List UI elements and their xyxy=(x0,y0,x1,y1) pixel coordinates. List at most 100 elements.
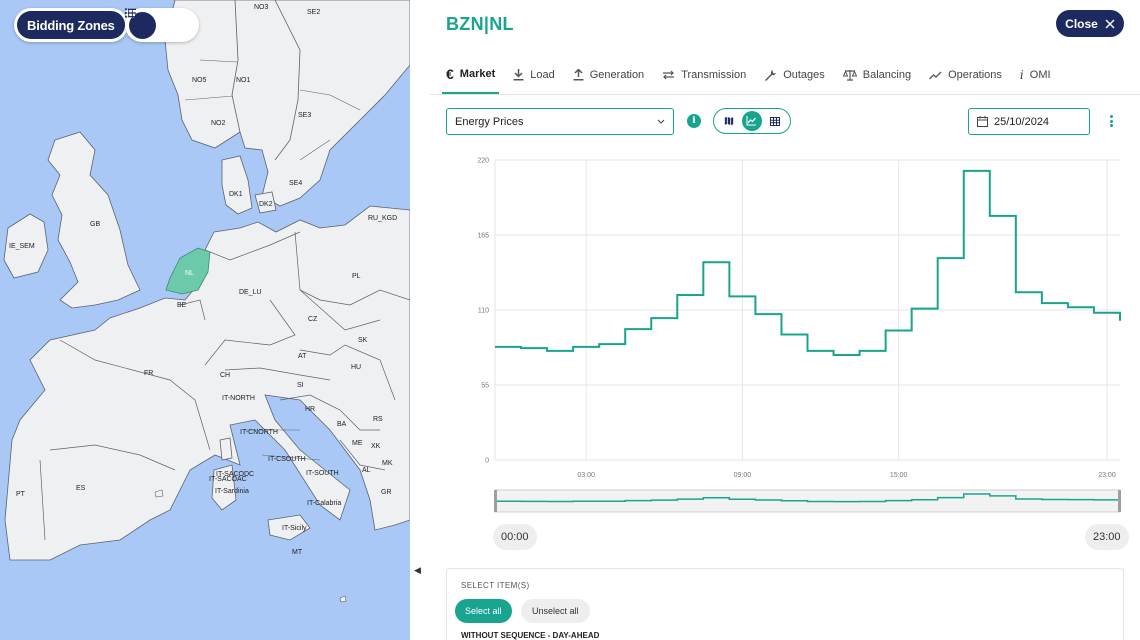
dataset-select[interactable]: Energy Prices xyxy=(446,108,674,135)
zone-label[interactable]: IT-CSOUTH xyxy=(268,456,306,463)
energy-price-chart[interactable]: 0 55 110 165 220 03:00 09:00 15:00 23:00 xyxy=(460,150,1125,520)
list-view-button[interactable] xyxy=(125,8,187,39)
zone-label-selected[interactable]: NL xyxy=(185,270,194,277)
start-time-chip[interactable]: 00:00 xyxy=(493,524,537,550)
map-icon xyxy=(725,116,734,126)
tab-divider xyxy=(430,94,1140,95)
trend-icon xyxy=(929,71,942,79)
tab-load[interactable]: Load xyxy=(509,60,558,90)
zone-label[interactable]: DK1 xyxy=(229,191,243,198)
map-view-button[interactable] xyxy=(719,111,739,131)
zone-label[interactable]: PT xyxy=(16,491,25,498)
x-tick-label: 15:00 xyxy=(890,472,908,479)
zone-label[interactable]: NO2 xyxy=(211,120,226,127)
panel-splitter[interactable] xyxy=(410,0,430,640)
navigator-right-handle xyxy=(1118,490,1121,512)
map-view-button[interactable] xyxy=(125,8,156,39)
bidding-zones-button[interactable]: Bidding Zones xyxy=(17,11,125,39)
tab-transmission[interactable]: Transmission xyxy=(658,60,750,90)
zone-label[interactable]: CH xyxy=(220,372,231,379)
tab-label: Load xyxy=(530,69,555,81)
bidding-zones-pill: Bidding Zones xyxy=(14,8,128,42)
download-icon xyxy=(513,69,524,81)
tab-label: Balancing xyxy=(862,69,912,81)
y-tick-label: 110 xyxy=(478,308,489,315)
zone-label[interactable]: IT-Sardinia xyxy=(215,488,249,495)
tab-omi[interactable]: i OMI xyxy=(1016,60,1055,90)
zone-label[interactable]: IT-SACOAC xyxy=(209,476,247,483)
zone-label[interactable]: CZ xyxy=(308,316,318,323)
zone-label[interactable]: AT xyxy=(298,353,307,360)
zone-label[interactable]: NO1 xyxy=(236,77,251,84)
zone-label[interactable]: IT-NORTH xyxy=(222,395,255,402)
zone-label[interactable]: RS xyxy=(373,416,383,423)
close-button[interactable]: Close xyxy=(1056,10,1124,37)
line-chart-icon xyxy=(746,116,757,126)
tab-market[interactable]: € Market xyxy=(442,60,500,94)
tab-generation[interactable]: Generation xyxy=(569,60,648,90)
swap-arrows-icon xyxy=(663,70,675,80)
tab-label: Outages xyxy=(783,69,825,81)
zone-label[interactable]: GR xyxy=(381,489,392,496)
zone-label[interactable]: BA xyxy=(337,421,347,428)
zone-label[interactable]: IT-Calabria xyxy=(307,500,342,507)
zone-label[interactable]: SE3 xyxy=(298,112,312,119)
info-icon[interactable]: i xyxy=(687,114,701,128)
date-picker[interactable]: 25/10/2024 xyxy=(968,108,1090,135)
zone-label[interactable]: FR xyxy=(144,370,154,377)
x-tick-label: 09:00 xyxy=(734,472,752,479)
select-all-button[interactable]: Select all xyxy=(455,599,512,623)
unselect-all-button[interactable]: Unselect all xyxy=(521,599,590,623)
zone-label[interactable]: HR xyxy=(305,406,316,413)
more-options-icon[interactable] xyxy=(1106,113,1116,129)
table-icon xyxy=(769,116,780,126)
tab-label: Transmission xyxy=(681,69,747,81)
euro-icon: € xyxy=(446,66,454,82)
zone-label[interactable]: HU xyxy=(351,364,362,371)
zone-label[interactable]: NO3 xyxy=(254,4,269,11)
table-view-button[interactable] xyxy=(765,111,785,131)
wrench-icon xyxy=(765,69,777,81)
zone-label[interactable]: PL xyxy=(352,273,361,280)
zone-label[interactable]: SE2 xyxy=(307,9,321,16)
zone-label[interactable]: ME xyxy=(352,440,363,447)
zone-label[interactable]: XK xyxy=(371,443,381,450)
tab-outages[interactable]: Outages xyxy=(760,60,829,90)
zone-label[interactable]: BE xyxy=(177,302,187,309)
close-icon xyxy=(1105,19,1115,28)
end-time-chip[interactable]: 23:00 xyxy=(1085,524,1129,550)
zone-label[interactable]: RU_KGD xyxy=(368,215,398,222)
zone-label[interactable]: GB xyxy=(90,221,101,228)
scale-icon xyxy=(842,70,857,81)
zone-label[interactable]: ES xyxy=(76,485,86,492)
zone-label[interactable]: IT-SACODC xyxy=(216,471,255,478)
tab-operations[interactable]: Operations xyxy=(925,60,1006,90)
zone-label[interactable]: IT-CNORTH xyxy=(240,429,278,436)
zone-label[interactable]: AL xyxy=(362,467,371,474)
zone-label[interactable]: SI xyxy=(297,382,304,389)
zone-label[interactable]: MT xyxy=(292,549,303,556)
calendar-icon xyxy=(977,116,988,127)
close-label: Close xyxy=(1065,16,1098,31)
zone-label[interactable]: IT-SOUTH xyxy=(306,470,339,477)
zone-label[interactable]: IE_SEM xyxy=(9,243,35,250)
map-canvas[interactable] xyxy=(0,0,410,640)
visualization-toggle xyxy=(713,108,791,134)
zone-label[interactable]: SK xyxy=(358,337,368,344)
navigator-series-line xyxy=(495,493,1120,503)
select-items-card: SELECT ITEM(S) Select all Unselect all W… xyxy=(446,568,1124,640)
upload-icon xyxy=(573,69,584,81)
tab-balancing[interactable]: Balancing xyxy=(839,60,915,90)
collapse-left-icon[interactable]: ◀ xyxy=(414,565,421,575)
tab-label: OMI xyxy=(1029,69,1051,81)
zone-label[interactable]: SE4 xyxy=(289,180,303,187)
tab-label: Market xyxy=(459,68,496,80)
zone-label[interactable]: DK2 xyxy=(259,201,273,208)
x-tick-label: 23:00 xyxy=(1098,472,1116,479)
zone-label[interactable]: MK xyxy=(382,460,393,467)
bidding-zone-map[interactable]: NO3 SE2 NO5 NO1 SE3 NO2 SE4 DK1 DK2 GB I… xyxy=(0,0,410,640)
chart-view-button[interactable] xyxy=(741,111,762,131)
zone-label[interactable]: IT-Sicily xyxy=(282,525,307,532)
zone-label[interactable]: DE_LU xyxy=(239,289,262,296)
zone-label[interactable]: NO5 xyxy=(192,77,207,84)
